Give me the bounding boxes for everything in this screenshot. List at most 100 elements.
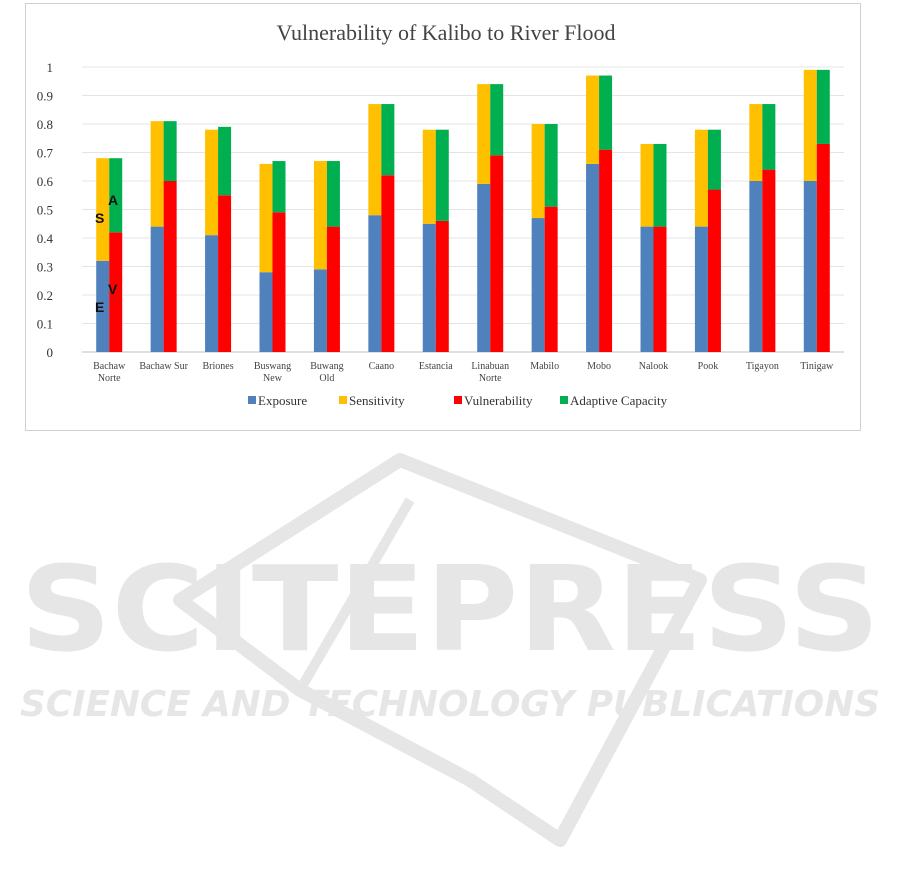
- x-tick-label: Norte: [479, 373, 502, 384]
- bar-exposure: [531, 218, 545, 352]
- y-tick-label: 0.9: [37, 89, 53, 104]
- bar-adaptive-capacity: [653, 143, 667, 227]
- bar-adaptive-capacity: [599, 75, 613, 150]
- y-tick-label: 0.1: [37, 317, 53, 332]
- bar-adaptive-capacity: [435, 129, 449, 221]
- x-tick-label: Tinigaw: [800, 361, 834, 372]
- x-tick-label: Briones: [203, 361, 234, 372]
- bar-vulnerability: [272, 212, 286, 352]
- bar-vulnerability: [326, 226, 340, 352]
- y-tick-label: 0.6: [37, 174, 54, 189]
- bar-vulnerability: [435, 220, 449, 352]
- watermark: SCITEPRESS SCIENCE AND TECHNOLOGY PUBLIC…: [20, 453, 880, 847]
- bar-sensitivity: [749, 104, 763, 181]
- gridlines: [82, 66, 844, 353]
- x-tick-label: Caano: [369, 361, 395, 372]
- x-tick-label: Nalook: [639, 361, 668, 372]
- x-tick-label: Estancia: [419, 361, 453, 372]
- bar-vulnerability: [381, 175, 395, 352]
- bar-adaptive-capacity: [218, 126, 232, 196]
- bar-adaptive-capacity: [381, 104, 395, 176]
- bar-sensitivity: [205, 129, 219, 236]
- y-tick-label: 0.2: [37, 288, 53, 303]
- bar-vulnerability: [218, 195, 232, 352]
- y-tick-label: 1: [47, 60, 54, 75]
- bar-sensitivity: [422, 129, 436, 224]
- legend: Exposure Sensitivity Vulnerability Adaptive…: [248, 393, 668, 408]
- legend-swatch: [560, 396, 568, 404]
- bar-vulnerability: [816, 143, 830, 352]
- y-tick-label: 0: [47, 345, 54, 360]
- bar-sensitivity: [259, 163, 273, 273]
- y-tick-label: 0.3: [37, 260, 53, 275]
- bar-vulnerability: [599, 149, 613, 352]
- chart-title: Vulnerability of Kalibo to River Flood: [276, 20, 615, 45]
- annotations: A S V E: [95, 192, 118, 315]
- bar-vulnerability: [490, 155, 504, 352]
- bars: [96, 69, 830, 352]
- x-tick-label: Tigayon: [746, 361, 779, 372]
- annotation-a: A: [108, 192, 118, 208]
- bar-exposure: [803, 181, 817, 352]
- annotation-e: E: [95, 299, 104, 315]
- annotation-s: S: [95, 210, 104, 226]
- bar-exposure: [259, 272, 273, 352]
- bar-sensitivity: [531, 124, 545, 219]
- legend-label: Sensitivity: [349, 393, 405, 408]
- bar-vulnerability: [544, 206, 558, 352]
- bar-exposure: [205, 235, 219, 352]
- bar-adaptive-capacity: [490, 84, 504, 156]
- x-tick-label: New: [263, 373, 283, 384]
- bar-vulnerability: [653, 226, 667, 352]
- bar-sensitivity: [640, 143, 654, 227]
- bar-sensitivity: [694, 129, 708, 227]
- legend-label: Adaptive Capacity: [570, 393, 668, 408]
- watermark-brand: SCITEPRESS: [20, 540, 880, 678]
- bar-sensitivity: [150, 121, 164, 227]
- bar-sensitivity: [368, 104, 382, 216]
- bar-exposure: [422, 223, 436, 352]
- x-tick-label: Old: [319, 373, 334, 384]
- legend-label: Vulnerability: [464, 393, 533, 408]
- x-tick-label: Bachaw Sur: [139, 361, 188, 372]
- y-tick-label: 0.7: [37, 146, 54, 161]
- bar-sensitivity: [313, 161, 327, 270]
- bar-sensitivity: [803, 69, 817, 181]
- bar-sensitivity: [477, 84, 491, 184]
- watermark-tagline: SCIENCE AND TECHNOLOGY PUBLICATIONS: [20, 684, 880, 725]
- bar-adaptive-capacity: [816, 69, 830, 144]
- legend-swatch: [248, 396, 256, 404]
- bar-vulnerability: [707, 189, 721, 352]
- x-tick-label: Buwang: [310, 361, 343, 372]
- bar-exposure: [586, 163, 600, 352]
- x-tick-label: Mabilo: [530, 361, 559, 372]
- annotation-v: V: [108, 281, 118, 297]
- x-tick-label: Pook: [698, 361, 719, 372]
- bar-exposure: [749, 181, 763, 352]
- bar-exposure: [96, 260, 110, 352]
- legend-swatch: [339, 396, 347, 404]
- x-tick-label: Bachaw: [93, 361, 126, 372]
- bar-adaptive-capacity: [544, 124, 558, 207]
- bar-vulnerability: [762, 169, 776, 352]
- y-tick-label: 0.5: [37, 203, 53, 218]
- bar-sensitivity: [96, 158, 110, 261]
- bar-adaptive-capacity: [272, 161, 286, 213]
- bar-exposure: [368, 215, 382, 352]
- y-tick-label: 0.8: [37, 117, 53, 132]
- bar-exposure: [150, 226, 164, 352]
- bar-adaptive-capacity: [109, 158, 123, 233]
- bar-exposure: [640, 226, 654, 352]
- chart-frame: Vulnerability of Kalibo to River Flood 0…: [25, 3, 861, 431]
- bar-adaptive-capacity: [762, 104, 776, 170]
- bar-adaptive-capacity: [707, 129, 721, 190]
- x-tick-label: Norte: [98, 373, 121, 384]
- legend-swatch: [454, 396, 462, 404]
- bar-exposure: [313, 269, 327, 352]
- chart-svg: Vulnerability of Kalibo to River Flood 0…: [37, 20, 844, 408]
- y-axis-ticks: 0 0.1 0.2 0.3 0.4 0.5 0.6 0.7 0.8 0.9 1: [37, 60, 54, 360]
- bar-exposure: [477, 183, 491, 352]
- bar-exposure: [694, 226, 708, 352]
- legend-label: Exposure: [258, 393, 307, 408]
